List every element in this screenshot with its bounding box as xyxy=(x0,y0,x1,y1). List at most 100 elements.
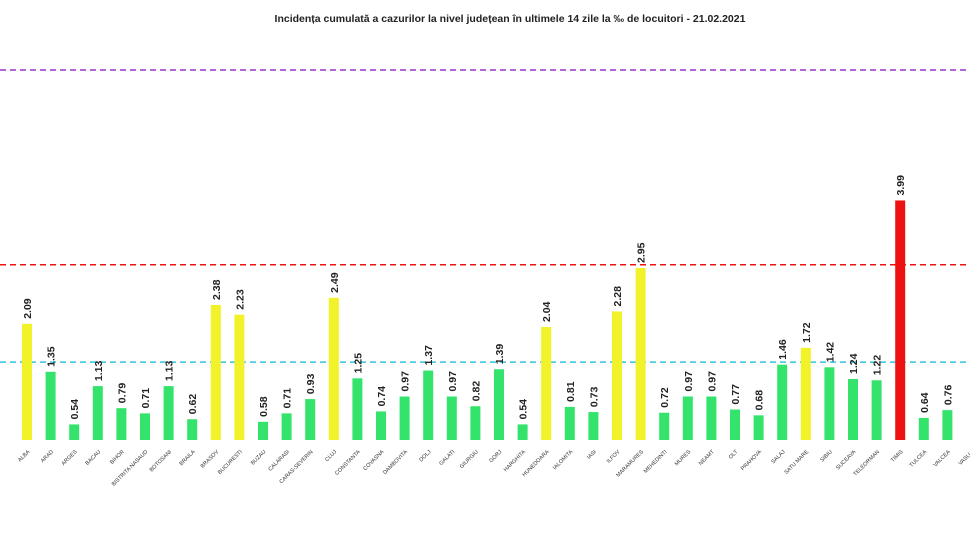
value-label: 0.54 xyxy=(69,399,81,420)
bar xyxy=(423,370,434,440)
bar xyxy=(777,364,788,440)
bar xyxy=(517,424,528,440)
value-label: 1.72 xyxy=(801,322,813,343)
bar xyxy=(824,367,835,440)
x-tick-label: BUCURESTI xyxy=(217,449,244,476)
value-label: 1.25 xyxy=(352,353,364,374)
value-label: 0.79 xyxy=(116,383,128,404)
bar xyxy=(305,399,316,440)
x-tick-label: HARGHITA xyxy=(503,449,527,473)
value-label: 2.09 xyxy=(22,298,34,319)
x-tick-label: OLT xyxy=(728,449,740,461)
bar xyxy=(116,408,127,440)
x-tick-label: VASLUI xyxy=(958,449,970,467)
value-label: 0.72 xyxy=(659,387,671,408)
x-tick-label: ARAD xyxy=(40,449,55,464)
bar xyxy=(187,419,198,440)
value-label: 2.23 xyxy=(234,289,246,310)
value-label: 0.64 xyxy=(919,392,931,413)
x-tick-label: NEAMT xyxy=(698,449,716,467)
x-tick-label: BUZAU xyxy=(250,449,267,466)
x-tick-label: ALBA xyxy=(17,449,31,463)
x-tick-label: ILFOV xyxy=(606,449,622,465)
value-label: 0.73 xyxy=(588,386,600,407)
x-tick-label: PRAHOVA xyxy=(740,449,763,472)
bar xyxy=(446,396,457,440)
value-label: 0.68 xyxy=(754,390,766,411)
bar xyxy=(45,371,56,440)
bar xyxy=(376,411,386,440)
value-label: 0.97 xyxy=(683,371,695,392)
value-label: 1.13 xyxy=(93,361,105,382)
x-tick-label: SUCEAVA xyxy=(835,449,857,471)
value-label: 1.37 xyxy=(423,345,435,366)
value-label: 2.28 xyxy=(612,286,624,307)
bar xyxy=(730,409,740,440)
bar xyxy=(281,413,292,440)
x-tick-label: CLUJ xyxy=(324,449,338,463)
value-label: 0.77 xyxy=(730,384,742,405)
value-label: 0.82 xyxy=(470,381,482,402)
bar xyxy=(895,200,906,440)
value-label: 1.35 xyxy=(46,346,58,367)
value-label: 0.71 xyxy=(282,388,294,409)
x-tick-label: GALATI xyxy=(438,449,456,467)
bar xyxy=(22,323,32,440)
value-label: 0.76 xyxy=(942,385,954,406)
x-tick-label: BOTOSANI xyxy=(149,449,174,474)
value-label: 0.74 xyxy=(376,386,388,407)
value-label: 0.93 xyxy=(305,374,317,395)
x-tick-label: IASI xyxy=(586,449,598,461)
x-tick-label: DOLJ xyxy=(418,449,432,463)
value-label: 0.97 xyxy=(400,371,412,392)
x-tick-label: VALCEA xyxy=(933,449,953,469)
value-label: 0.71 xyxy=(140,388,152,409)
bar xyxy=(659,412,670,440)
value-label: 2.95 xyxy=(636,242,648,263)
bar xyxy=(470,406,481,440)
bar xyxy=(635,267,646,440)
bar xyxy=(494,369,504,440)
bar xyxy=(210,304,221,440)
x-tick-label: TULCEA xyxy=(909,449,929,469)
value-label: 3.99 xyxy=(895,175,907,196)
value-label: 0.54 xyxy=(518,399,530,420)
bar xyxy=(588,412,599,440)
x-tick-label: SIBIU xyxy=(819,449,833,463)
value-label: 1.42 xyxy=(824,342,836,363)
bar xyxy=(564,406,575,440)
x-tick-label: BRAILA xyxy=(179,449,197,467)
bar xyxy=(328,297,339,440)
x-tick-label: IALOMITA xyxy=(552,449,574,471)
x-tick-label: BIHOR xyxy=(109,449,126,466)
bar xyxy=(399,396,410,440)
x-tick-label: GIURGIU xyxy=(459,449,480,470)
value-label: 0.62 xyxy=(187,394,199,415)
bar xyxy=(541,327,552,440)
bar xyxy=(848,378,858,440)
value-label: 1.46 xyxy=(777,339,789,360)
value-label: 2.04 xyxy=(541,301,553,322)
bar xyxy=(942,410,953,440)
value-label: 2.49 xyxy=(329,272,341,293)
x-tick-label: CONSTANTA xyxy=(334,449,362,477)
x-tick-label: MURES xyxy=(674,449,693,468)
x-tick-label: BACAU xyxy=(85,449,103,467)
chart-title: Incidența cumulată a cazurilor la nivel … xyxy=(275,13,746,25)
x-tick-label: SATU MARE xyxy=(784,449,811,476)
bar xyxy=(918,417,929,440)
value-label: 0.58 xyxy=(258,396,270,417)
value-label: 2.38 xyxy=(211,279,223,300)
x-tick-label: COVASNA xyxy=(362,449,385,472)
x-tick-label: BRASOV xyxy=(200,449,221,470)
value-label: 0.97 xyxy=(706,371,718,392)
bar xyxy=(753,415,764,440)
x-tick-label: ARGES xyxy=(61,449,79,467)
x-tick-label: MEHEDINTI xyxy=(643,449,669,475)
x-tick-label: GORJ xyxy=(488,449,503,464)
value-label: 0.97 xyxy=(447,371,459,392)
bar xyxy=(800,347,811,440)
x-tick-label: DAMBOVITA xyxy=(382,449,409,476)
value-label: 1.24 xyxy=(848,353,860,374)
